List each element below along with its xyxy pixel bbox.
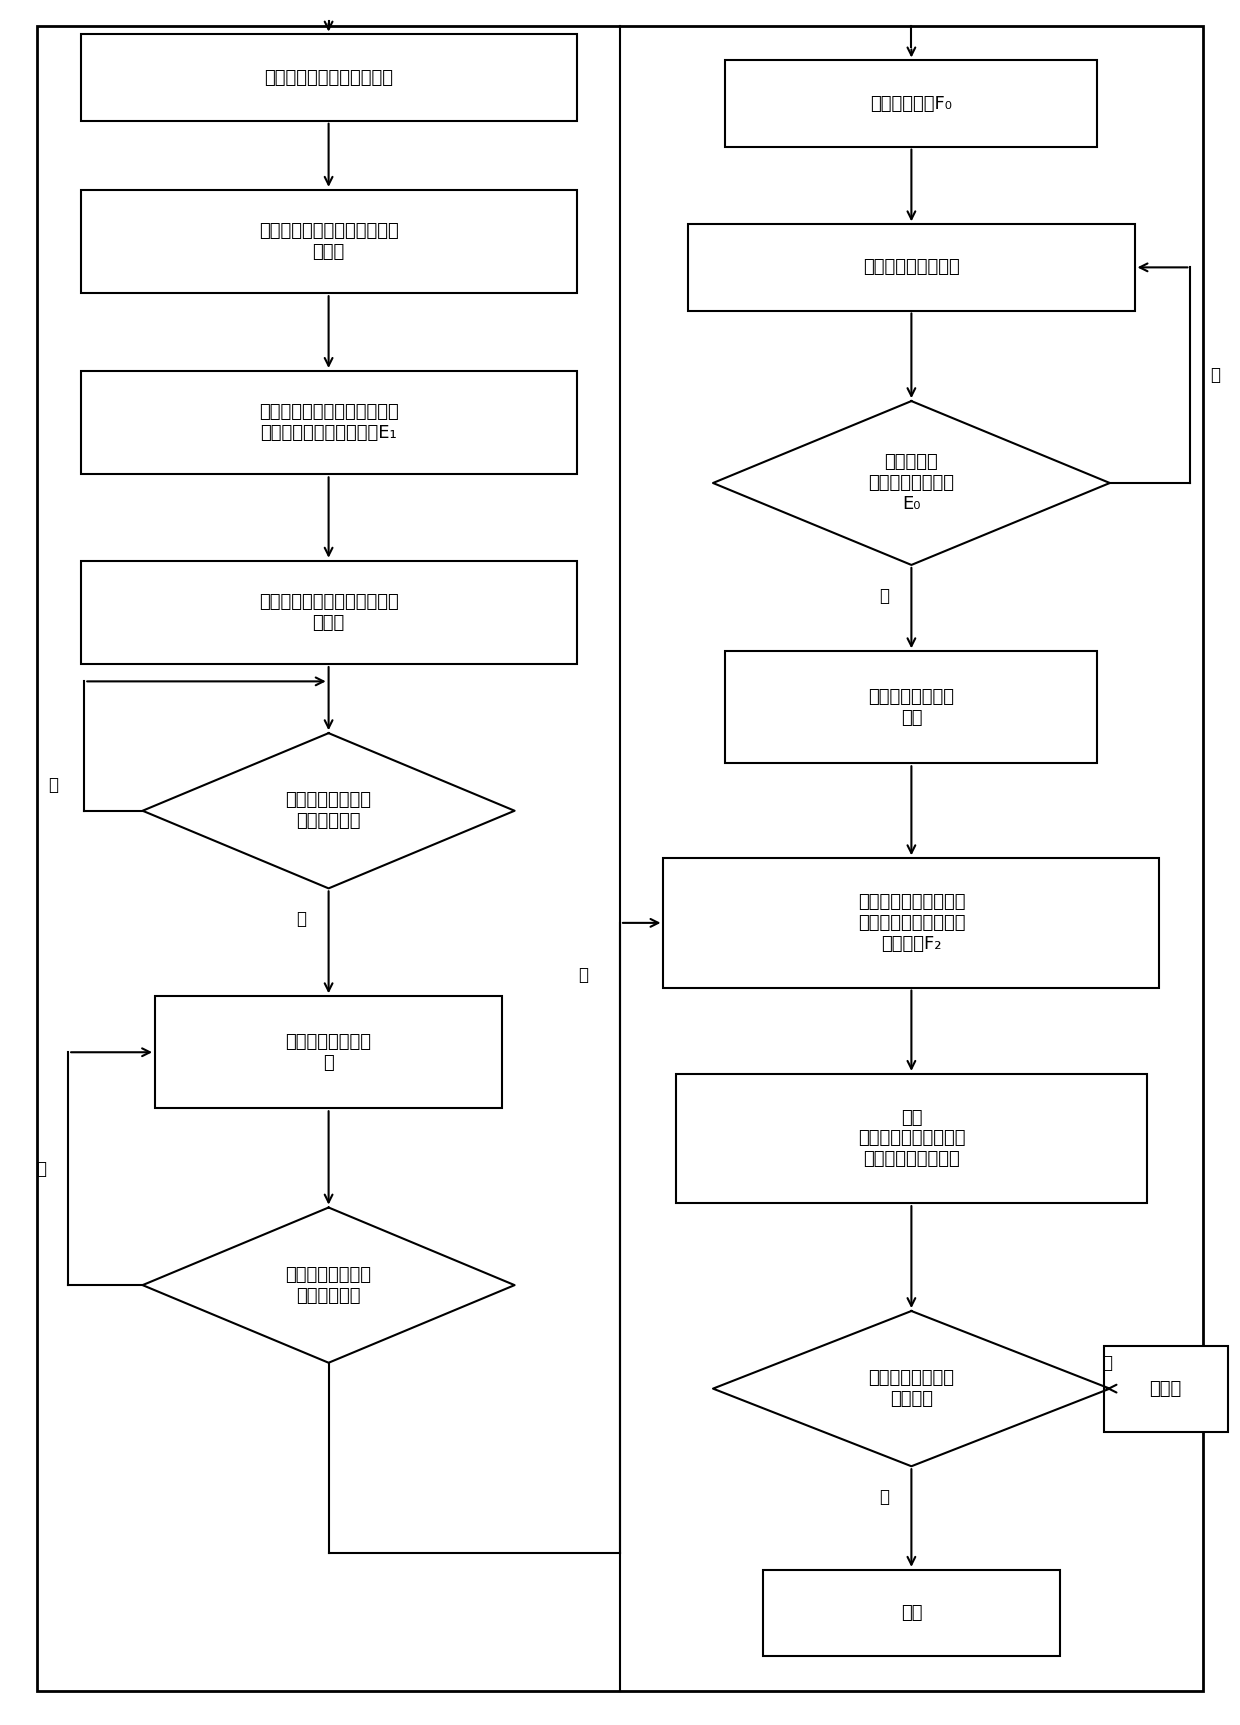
Text: 累计标准表的电能
值: 累计标准表的电能 值 [285,1033,372,1071]
Bar [81,371,577,474]
Bar [81,34,577,121]
Text: 标准表累计电能值
位于预设范围: 标准表累计电能值 位于预设范围 [285,1266,372,1304]
Polygon shape [143,1208,515,1363]
Text: 将标准表和被检电能表连接: 将标准表和被检电能表连接 [264,69,393,86]
Text: 是: 是 [578,966,588,983]
Bar [81,561,577,664]
Bar [725,652,1097,762]
Bar [1104,1346,1228,1432]
Text: 否: 否 [1210,366,1220,385]
Text: 否: 否 [879,1489,889,1506]
Text: 否: 否 [36,1159,46,1178]
Bar [663,857,1159,987]
Polygon shape [713,1311,1110,1466]
Text: 合格: 合格 [900,1604,923,1621]
Bar [676,1073,1147,1204]
Text: 累计标准表的电能值: 累计标准表的电能值 [863,259,960,276]
Text: 向标准表施加被检电能表的参
比电压: 向标准表施加被检电能表的参 比电压 [259,223,398,260]
Text: 否: 否 [48,776,58,794]
Text: 是: 是 [1101,1354,1112,1371]
Text: 计算
被检电能表的终止电能
值与起始电能值之差: 计算 被检电能表的终止电能 值与起始电能值之差 [858,1109,965,1168]
Bar [688,224,1135,310]
Text: 读取被检电能表的当前正向有
功总电能作为起始电能值E₁: 读取被检电能表的当前正向有 功总电能作为起始电能值E₁ [259,404,398,442]
Text: 读取被检电能表的当前
正向有功总电能作为终
止电能值F₂: 读取被检电能表的当前 正向有功总电能作为终 止电能值F₂ [858,894,965,952]
Bar [725,60,1097,147]
Polygon shape [143,733,515,888]
Text: 调整相位角为F₀: 调整相位角为F₀ [870,95,952,112]
Text: 降掉标准表的电流
输出: 降掉标准表的电流 输出 [868,688,955,726]
Text: 不合格: 不合格 [1149,1380,1182,1397]
Text: 是: 是 [879,586,889,605]
Text: 是否不小于
预设标准走度阈值
E₀: 是否不小于 预设标准走度阈值 E₀ [868,454,955,512]
Text: 超过被检电能表的
基本误差: 超过被检电能表的 基本误差 [868,1370,955,1408]
Bar [81,190,577,293]
Bar [763,1570,1060,1656]
Polygon shape [713,402,1110,566]
Text: 是: 是 [296,911,306,928]
Text: 向标准表施加被检电能表的最
大电流: 向标准表施加被检电能表的最 大电流 [259,593,398,631]
Bar [155,995,502,1107]
Text: 判断标准表的功率
输出是否稳定: 判断标准表的功率 输出是否稳定 [285,792,372,830]
